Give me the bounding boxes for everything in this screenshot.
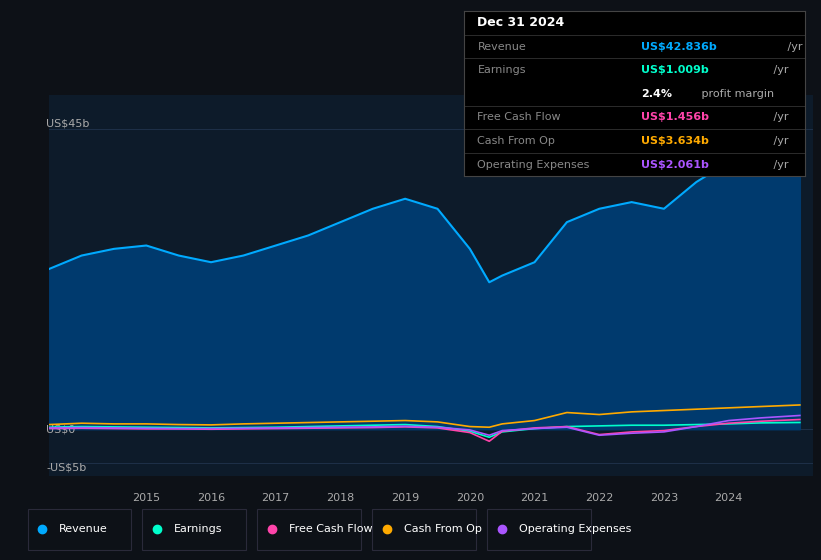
Text: Cash From Op: Cash From Op — [478, 136, 555, 146]
FancyBboxPatch shape — [143, 509, 246, 550]
Text: US$1.009b: US$1.009b — [641, 65, 709, 75]
FancyBboxPatch shape — [28, 509, 131, 550]
Text: 2019: 2019 — [391, 493, 420, 503]
Text: 2017: 2017 — [262, 493, 290, 503]
Text: /yr: /yr — [770, 65, 788, 75]
Text: US$0: US$0 — [46, 424, 76, 434]
Text: Free Cash Flow: Free Cash Flow — [289, 524, 373, 534]
Text: Revenue: Revenue — [59, 524, 108, 534]
Text: Earnings: Earnings — [478, 65, 526, 75]
Text: 2.4%: 2.4% — [641, 89, 672, 99]
FancyBboxPatch shape — [258, 509, 361, 550]
Text: Operating Expenses: Operating Expenses — [478, 160, 589, 170]
Text: Earnings: Earnings — [174, 524, 222, 534]
Text: profit margin: profit margin — [699, 89, 774, 99]
Text: Dec 31 2024: Dec 31 2024 — [478, 16, 565, 30]
Text: Free Cash Flow: Free Cash Flow — [478, 113, 561, 123]
Text: Operating Expenses: Operating Expenses — [519, 524, 631, 534]
Text: 2024: 2024 — [714, 493, 743, 503]
Text: -US$5b: -US$5b — [46, 463, 86, 473]
Text: /yr: /yr — [784, 41, 803, 52]
Text: Cash From Op: Cash From Op — [404, 524, 482, 534]
Text: 2018: 2018 — [326, 493, 355, 503]
Text: 2016: 2016 — [197, 493, 225, 503]
Text: 2020: 2020 — [456, 493, 484, 503]
Text: 2022: 2022 — [585, 493, 613, 503]
Text: US$1.456b: US$1.456b — [641, 113, 709, 123]
Text: 2015: 2015 — [132, 493, 160, 503]
Text: /yr: /yr — [770, 113, 788, 123]
FancyBboxPatch shape — [373, 509, 476, 550]
Text: 2021: 2021 — [521, 493, 548, 503]
Text: US$45b: US$45b — [46, 119, 89, 129]
Text: US$3.634b: US$3.634b — [641, 136, 709, 146]
Text: Revenue: Revenue — [478, 41, 526, 52]
Text: /yr: /yr — [770, 136, 788, 146]
Text: US$42.836b: US$42.836b — [641, 41, 717, 52]
Text: 2023: 2023 — [650, 493, 678, 503]
FancyBboxPatch shape — [488, 509, 591, 550]
Text: US$2.061b: US$2.061b — [641, 160, 709, 170]
Text: /yr: /yr — [770, 160, 788, 170]
